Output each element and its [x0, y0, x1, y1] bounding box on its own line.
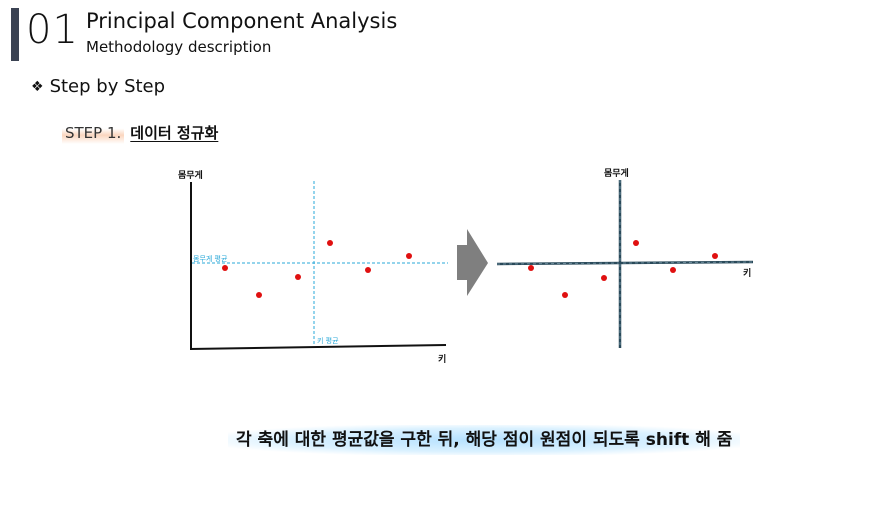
right-x-axis-dash	[496, 261, 754, 265]
data-point	[222, 265, 228, 271]
centered-point	[601, 275, 607, 281]
right-y-axis-label: 몸무게	[604, 167, 629, 179]
left-x-axis-label: 키	[438, 353, 446, 365]
caption-text: 각 축에 대한 평균값을 구한 뒤, 해당 점이 원점이 되도록 shift 해…	[228, 425, 741, 455]
centered-point	[670, 267, 676, 273]
right-x-axis-label: 키	[743, 267, 751, 279]
height-mean-label: 키 평균	[317, 336, 339, 345]
centered-point	[562, 292, 568, 298]
page-title: Principal Component Analysis	[86, 9, 398, 33]
step-label: STEP 1.	[62, 122, 125, 144]
step-row: STEP 1. 데이터 정규화	[62, 122, 218, 144]
weight-mean-label: 몸무게 평균	[193, 254, 228, 263]
centered-point	[528, 265, 534, 271]
step-title: 데이터 정규화	[130, 124, 219, 142]
data-point	[256, 292, 262, 298]
slide-number: 01	[26, 7, 79, 53]
section-heading: ❖ Step by Step	[31, 75, 165, 100]
accent-bar	[11, 8, 19, 61]
data-point	[365, 267, 371, 273]
data-point	[406, 253, 412, 259]
left-x-axis	[189, 344, 447, 350]
page-subtitle: Methodology description	[86, 38, 272, 56]
data-point	[295, 274, 301, 280]
data-point	[327, 240, 333, 246]
centered-point	[633, 240, 639, 246]
section-heading-text: Step by Step	[49, 76, 166, 97]
left-plot: 몸무게 키 몸무게 평균 키 평균	[178, 169, 448, 365]
right-plot: 몸무게 키	[496, 167, 754, 348]
left-y-axis-label: 몸무게	[178, 169, 203, 181]
diamond-bullet-icon: ❖	[31, 79, 44, 95]
right-arrow-icon	[457, 229, 488, 296]
centered-point	[712, 253, 718, 259]
